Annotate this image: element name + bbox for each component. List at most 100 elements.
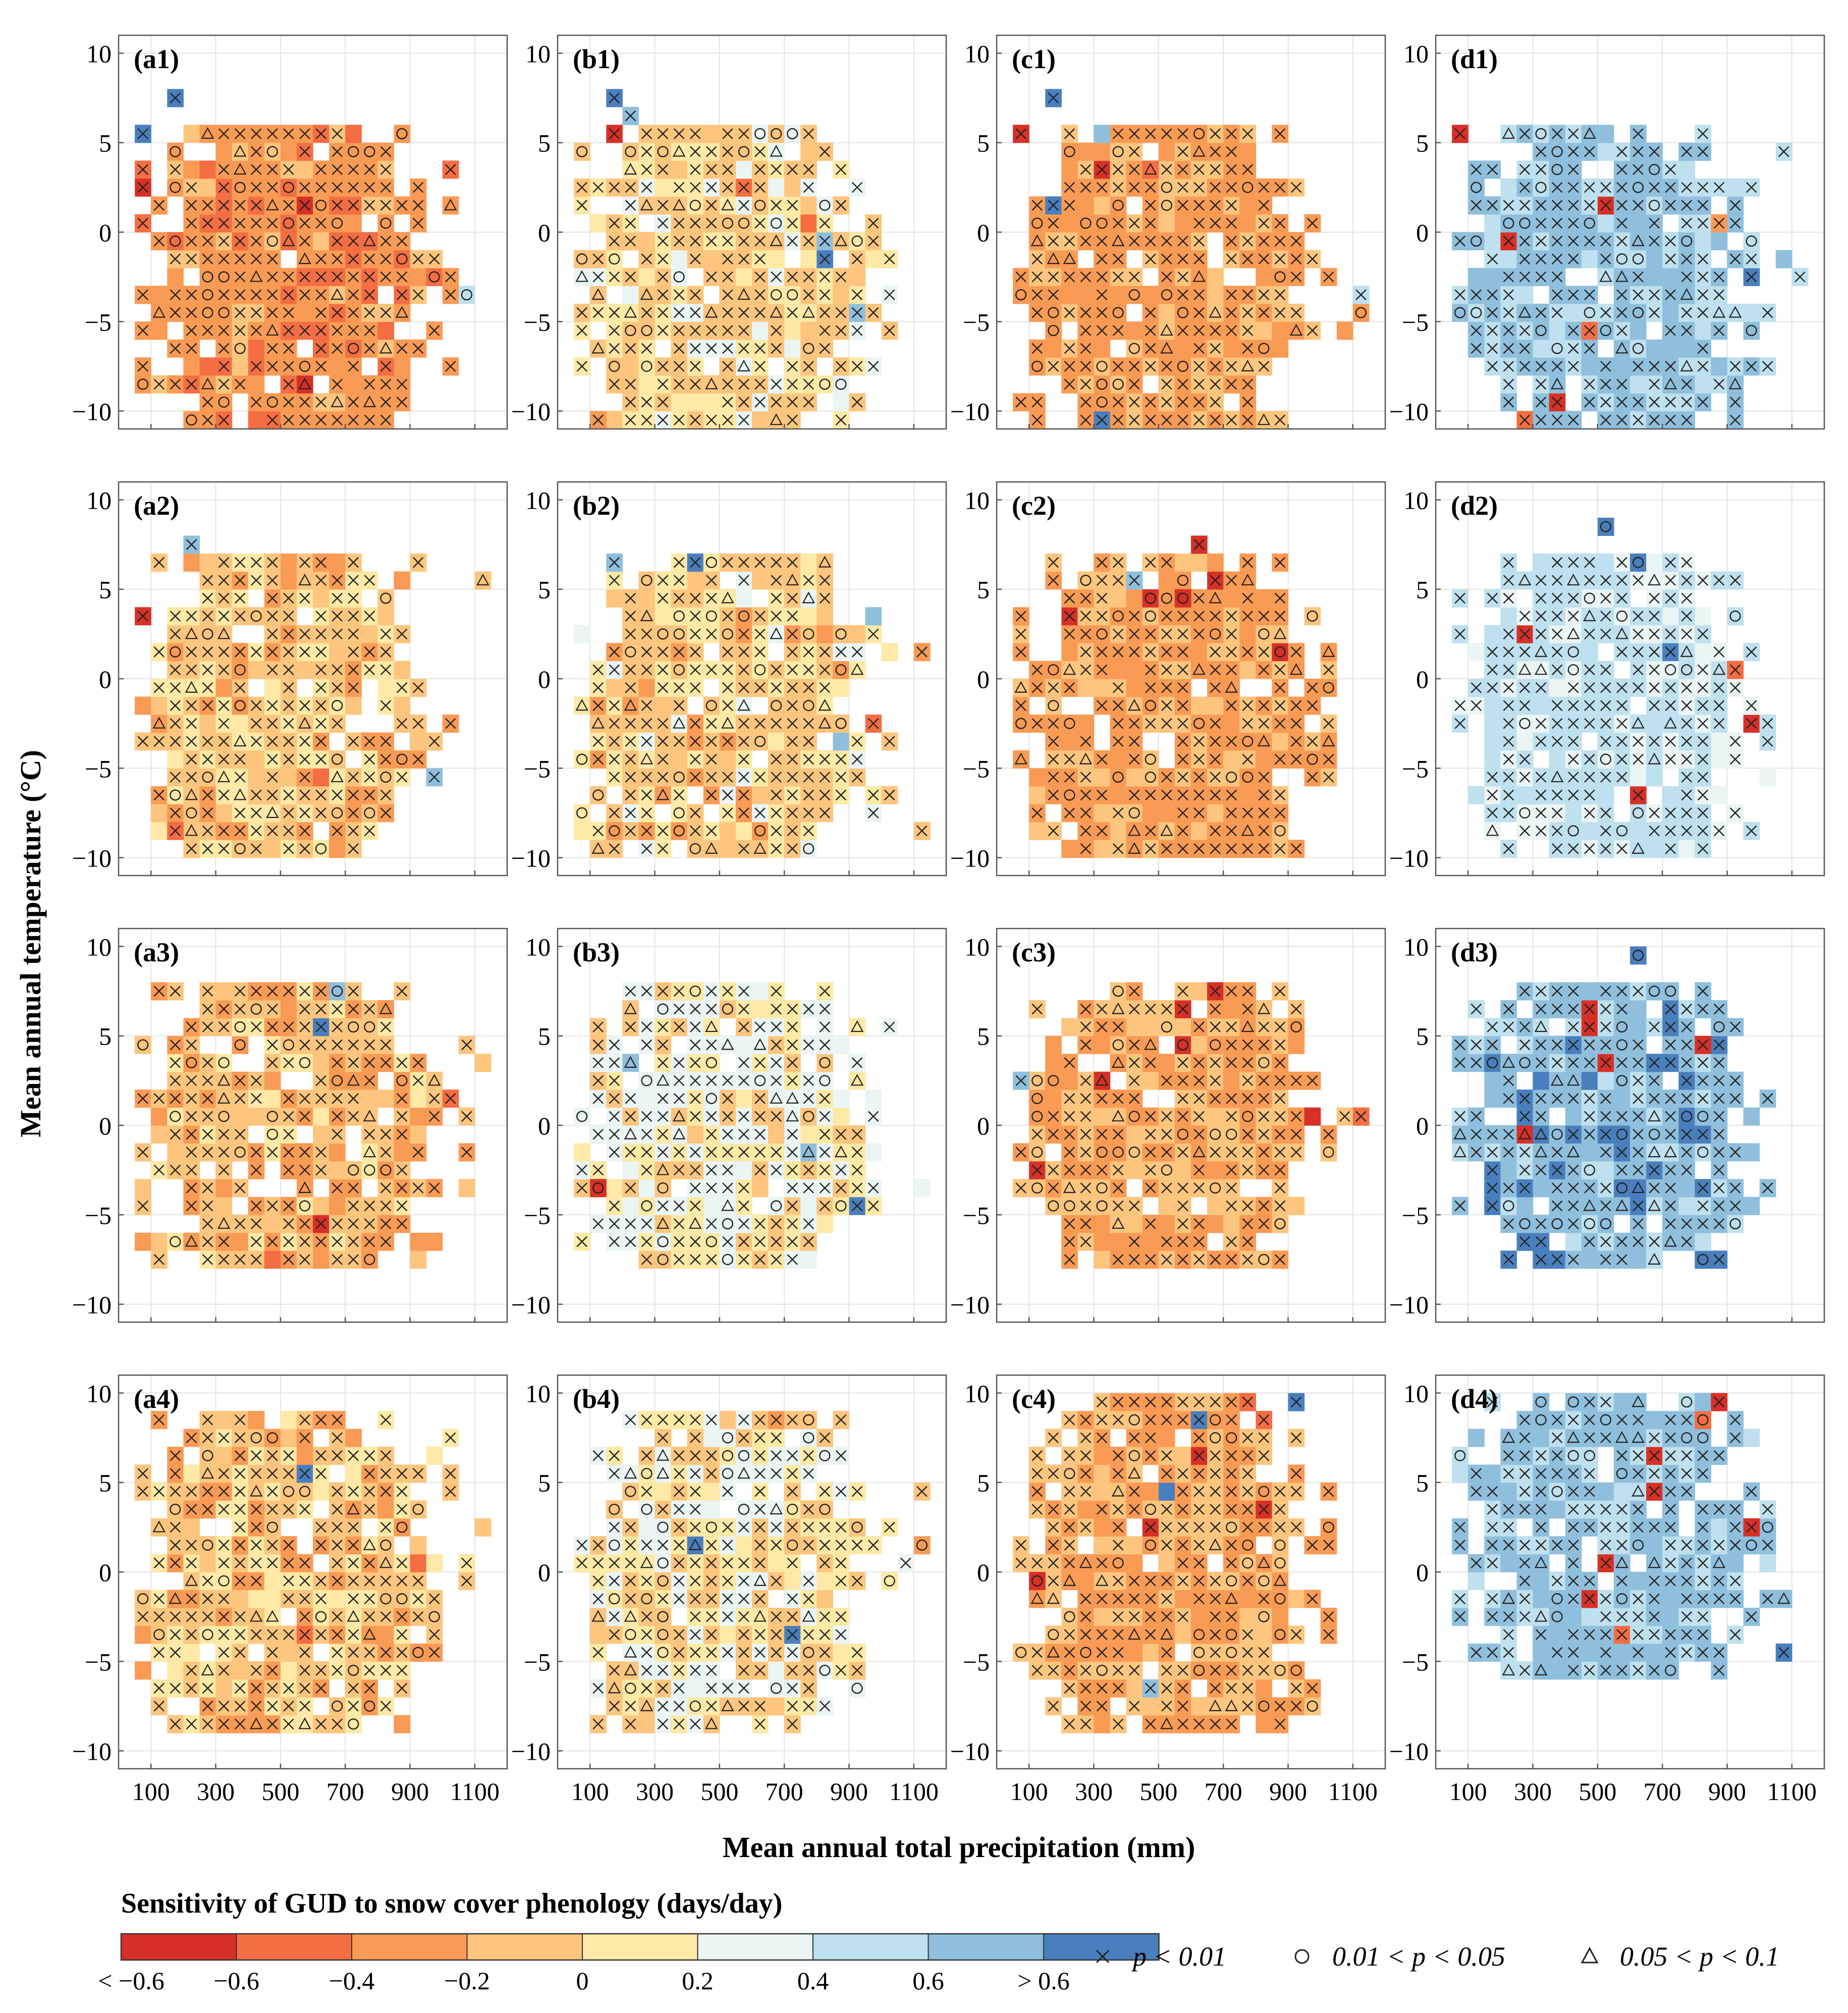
marker-x <box>315 217 327 229</box>
marker-circle <box>1064 146 1075 157</box>
heatmap-cell <box>1174 214 1191 233</box>
heatmap-cell <box>280 1036 297 1054</box>
marker-x <box>689 343 701 354</box>
marker-circle <box>170 235 181 247</box>
heatmap-cell <box>784 321 801 340</box>
marker-x <box>1535 164 1547 175</box>
heatmap-cell <box>215 1107 233 1126</box>
heatmap-cell <box>768 732 785 751</box>
marker-x <box>250 1075 262 1086</box>
marker-x <box>1713 700 1725 711</box>
marker-x <box>673 682 685 693</box>
marker-triangle <box>233 788 247 800</box>
heatmap-cell <box>1256 321 1273 340</box>
marker-triangle <box>1225 681 1238 693</box>
marker-circle <box>234 343 246 354</box>
marker-x <box>706 1039 717 1051</box>
marker-x <box>315 289 327 300</box>
marker-x <box>1307 772 1318 783</box>
marker-x <box>428 1182 440 1193</box>
marker-triangle <box>217 627 231 639</box>
heatmap-cell <box>833 1196 850 1215</box>
marker-x <box>1681 807 1693 819</box>
marker-x <box>1697 146 1709 157</box>
marker-x <box>1519 128 1531 139</box>
marker-x <box>348 646 359 658</box>
marker-x <box>396 1164 408 1176</box>
heatmap-cell <box>215 679 233 697</box>
marker-circle <box>1161 592 1173 604</box>
marker-x <box>1274 414 1286 426</box>
marker-x <box>348 200 359 211</box>
heatmap-cell <box>1678 160 1695 179</box>
marker-x <box>625 986 636 997</box>
marker-x <box>1616 557 1627 568</box>
marker-x <box>1633 289 1644 300</box>
heatmap-cell <box>1597 786 1614 804</box>
heatmap-cell <box>1597 517 1614 536</box>
marker-x <box>689 253 701 264</box>
marker-x <box>1031 718 1043 729</box>
heatmap-cell <box>280 214 297 233</box>
marker-x <box>348 361 359 372</box>
marker-x <box>202 789 213 801</box>
marker-x <box>1112 718 1124 729</box>
marker-x <box>202 1218 213 1229</box>
marker-x <box>1746 700 1757 711</box>
heatmap-cell <box>1239 214 1256 233</box>
marker-x <box>137 1200 148 1212</box>
marker-x <box>657 361 669 372</box>
marker-x <box>1487 253 1498 264</box>
heatmap-cell <box>135 1179 151 1198</box>
marker-x <box>283 289 294 300</box>
marker-x <box>299 807 310 819</box>
marker-x <box>738 753 749 765</box>
marker-x <box>234 128 246 139</box>
heatmap-cell <box>606 679 623 697</box>
marker-x <box>348 414 359 426</box>
marker-x <box>673 592 685 604</box>
marker-x <box>657 271 669 283</box>
heatmap-cell <box>865 1143 882 1162</box>
marker-x <box>1487 325 1498 336</box>
marker-x <box>1729 664 1741 676</box>
heatmap-cell <box>1029 822 1046 840</box>
marker-x <box>283 664 294 676</box>
marker-x <box>1697 628 1709 640</box>
marker-circle <box>364 807 375 819</box>
heatmap-cell <box>752 1071 769 1090</box>
heatmap-cell <box>410 1232 427 1251</box>
marker-x <box>396 200 408 211</box>
marker-x <box>609 1128 620 1140</box>
heatmap-cell <box>313 768 330 787</box>
marker-x <box>1031 200 1043 211</box>
marker-x <box>803 1182 814 1193</box>
marker-circle <box>1746 324 1757 337</box>
marker-x <box>202 611 213 622</box>
marker-x <box>1567 843 1579 854</box>
marker-x <box>754 253 766 264</box>
marker-x <box>609 1075 620 1086</box>
marker-x <box>1535 271 1547 283</box>
marker-triangle <box>185 788 198 800</box>
marker-triangle <box>1632 842 1645 854</box>
marker-x <box>1729 682 1741 693</box>
marker-triangle <box>721 717 734 729</box>
heatmap-cell <box>865 607 882 626</box>
marker-x <box>609 1111 620 1122</box>
marker-x <box>1096 557 1108 568</box>
marker-x <box>153 789 165 801</box>
marker-x <box>1274 611 1286 622</box>
heatmap-cell <box>1110 142 1127 161</box>
heatmap-cell <box>329 214 346 233</box>
marker-x <box>202 1075 213 1086</box>
marker-x <box>592 1218 604 1229</box>
heatmap-cell <box>1662 339 1679 358</box>
heatmap-cell <box>1695 321 1712 340</box>
panel-label: (a1) <box>134 44 179 74</box>
heatmap-cell <box>1452 303 1469 322</box>
heatmap-cell <box>232 1143 249 1162</box>
marker-x <box>218 700 230 711</box>
marker-x <box>250 646 262 658</box>
heatmap-cell <box>671 393 688 412</box>
